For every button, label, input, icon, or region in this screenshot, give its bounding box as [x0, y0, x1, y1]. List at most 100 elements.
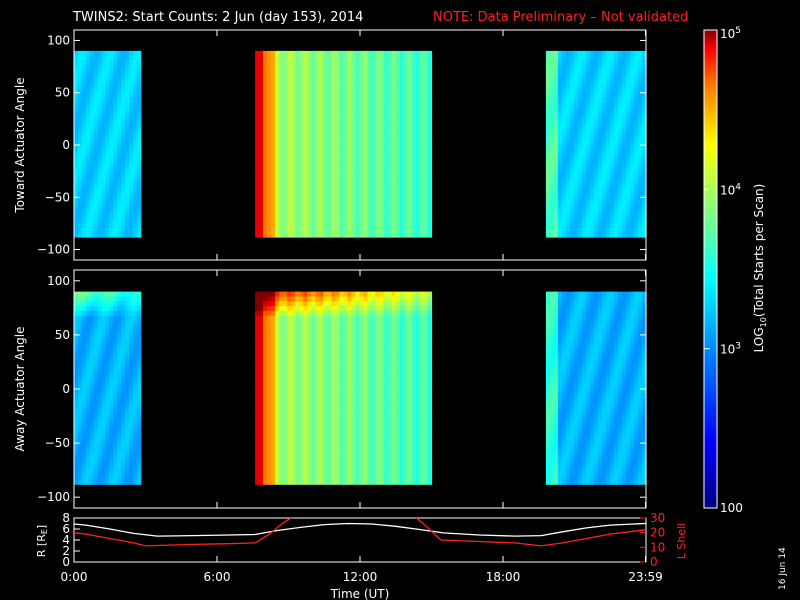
heatmap-cell — [299, 339, 304, 346]
heatmap-cell — [113, 359, 118, 365]
heatmap-cell — [593, 125, 599, 131]
heatmap-cell — [311, 171, 316, 178]
heatmap-cell — [74, 64, 79, 71]
heatmap-cell — [291, 320, 296, 326]
heatmap-cell — [259, 450, 264, 456]
heatmap-cell — [387, 125, 392, 131]
heatmap-cell — [315, 116, 320, 122]
heatmap-cell — [323, 407, 328, 413]
heatmap-cell — [295, 97, 300, 103]
heatmap-cell — [117, 402, 122, 408]
heatmap-cell — [347, 97, 352, 103]
heatmap-cell — [343, 74, 348, 80]
heatmap-cell — [367, 102, 372, 108]
heatmap-cell — [427, 106, 433, 112]
heatmap-cell — [125, 344, 130, 350]
heatmap-cell — [307, 301, 312, 307]
heatmap-cell — [89, 204, 95, 210]
heatmap-cell — [101, 134, 106, 140]
heatmap-cell — [335, 291, 340, 297]
heatmap-cell — [136, 69, 142, 75]
heatmap-cell — [89, 445, 95, 452]
heatmap-cell — [347, 139, 352, 145]
heatmap-cell — [97, 392, 103, 399]
heatmap-cell — [327, 335, 332, 341]
heatmap-cell — [303, 153, 308, 159]
heatmap-cell — [331, 83, 336, 89]
heatmap-cell — [267, 325, 272, 331]
heatmap-cell — [263, 330, 268, 336]
heatmap-cell — [383, 92, 388, 99]
heatmap-cell — [343, 78, 348, 85]
heatmap-cell — [105, 363, 110, 370]
heatmap-cell — [271, 354, 276, 360]
heatmap-cell — [85, 106, 91, 112]
heatmap-cell — [97, 330, 103, 336]
heatmap-cell — [291, 102, 296, 108]
heatmap-cell — [109, 339, 114, 346]
heatmap-cell — [105, 296, 110, 302]
heatmap-cell — [129, 102, 134, 108]
heatmap-cell — [359, 64, 364, 71]
heatmap-cell — [319, 185, 324, 192]
heatmap-cell — [136, 426, 142, 432]
heatmap-cell — [415, 125, 421, 131]
heatmap-cell — [419, 83, 425, 89]
heatmap-cell — [581, 55, 587, 61]
heatmap-cell — [271, 387, 276, 394]
heatmap-cell — [399, 199, 404, 206]
heatmap-cell — [411, 195, 417, 201]
heatmap-cell — [327, 412, 332, 418]
heatmap-cell — [411, 125, 417, 131]
heatmap-cell — [129, 162, 134, 168]
heatmap-cell — [598, 171, 603, 178]
heatmap-cell — [614, 209, 619, 215]
heatmap-cell — [573, 111, 579, 117]
heatmap-cell — [331, 157, 336, 164]
heatmap-cell — [387, 190, 392, 196]
heatmap-cell — [291, 213, 296, 219]
heatmap-cell — [343, 148, 348, 154]
heatmap-cell — [283, 139, 288, 145]
heatmap-cell — [299, 144, 304, 150]
heatmap-cell — [113, 50, 118, 57]
heatmap-cell — [577, 148, 583, 154]
heatmap-cell — [136, 60, 142, 66]
heatmap-cell — [85, 144, 91, 150]
heatmap-cell — [132, 116, 138, 122]
heatmap-cell — [327, 320, 332, 326]
heatmap-cell — [634, 209, 639, 215]
heatmap-cell — [379, 167, 384, 173]
heatmap-cell — [89, 450, 95, 456]
heatmap-cell — [77, 111, 83, 117]
heatmap-cell — [602, 181, 607, 187]
heatmap-cell — [602, 74, 607, 80]
heatmap-cell — [577, 92, 583, 99]
heatmap-cell — [391, 218, 396, 224]
heatmap-cell — [323, 469, 328, 476]
heatmap-cell — [335, 102, 340, 108]
heatmap-cell — [307, 102, 312, 108]
heatmap-cell — [585, 218, 591, 224]
heatmap-cell — [598, 50, 603, 57]
heatmap-cell — [634, 190, 639, 196]
heatmap-cell — [626, 213, 631, 219]
heatmap-cell — [371, 195, 376, 201]
heatmap-cell — [121, 479, 126, 485]
heatmap-cell — [331, 181, 336, 187]
heatmap-cell — [101, 315, 106, 322]
heatmap-cell — [315, 213, 320, 219]
heatmap-cell — [77, 349, 83, 355]
heatmap-cell — [259, 204, 264, 210]
heatmap-cell — [113, 378, 118, 384]
heatmap-cell — [359, 227, 364, 233]
heatmap-cell — [117, 407, 122, 413]
heatmap-cell — [423, 74, 429, 80]
heatmap-cell — [136, 78, 142, 85]
heatmap-cell — [549, 227, 555, 233]
heatmap-cell — [331, 116, 336, 122]
heatmap-cell — [303, 421, 308, 427]
heatmap-cell — [339, 181, 344, 187]
heatmap-cell — [561, 60, 567, 66]
heatmap-cell — [125, 474, 130, 480]
